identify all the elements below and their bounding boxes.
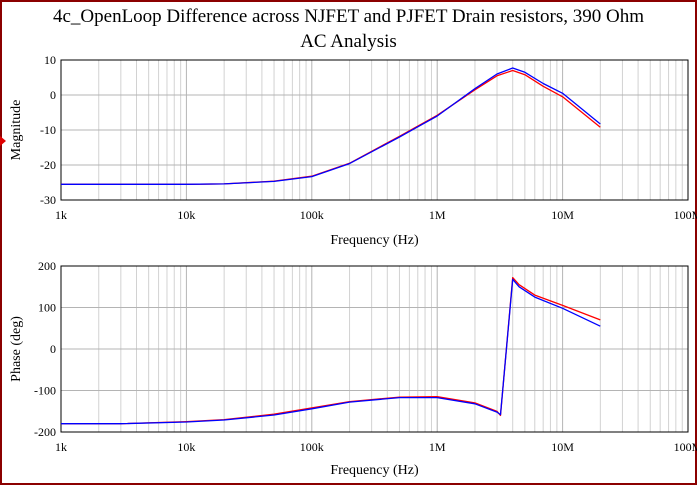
phase-x-tick-label: 100k bbox=[300, 440, 324, 454]
chart-title: 4c_OpenLoop Difference across NJFET and … bbox=[52, 6, 644, 27]
phase-x-axis-label: Frequency (Hz) bbox=[330, 463, 419, 478]
magnitude-x-tick-label: 10k bbox=[177, 208, 195, 222]
chart-subtitle: AC Analysis bbox=[300, 31, 397, 52]
magnitude-x-axis-label: Frequency (Hz) bbox=[330, 233, 419, 248]
magnitude-x-tick-label: 100k bbox=[300, 208, 324, 222]
magnitude-y-tick-label: 10 bbox=[44, 53, 56, 67]
phase-x-tick-label: 10k bbox=[177, 440, 195, 454]
magnitude-x-tick-label: 1M bbox=[429, 208, 446, 222]
phase-series-blue-line bbox=[61, 278, 601, 425]
cursor-marker-icon bbox=[0, 136, 6, 146]
phase-x-tick-label: 1M bbox=[429, 440, 446, 454]
phase-y-tick-label: 0 bbox=[50, 342, 56, 356]
magnitude-y-tick-label: -10 bbox=[40, 123, 56, 137]
phase-y-tick-label: 200 bbox=[38, 259, 56, 273]
magnitude-y-tick-label: 0 bbox=[50, 88, 56, 102]
phase-x-tick-label: 1k bbox=[55, 440, 67, 454]
phase-x-tick-label: 100M bbox=[674, 440, 697, 454]
magnitude-series-blue-line bbox=[61, 67, 601, 185]
magnitude-y-tick-label: -20 bbox=[40, 158, 56, 172]
phase-y-tick-label: -100 bbox=[34, 384, 56, 398]
magnitude-x-tick-label: 1k bbox=[55, 208, 67, 222]
phase-axes-frame bbox=[60, 265, 689, 433]
magnitude-axes-frame bbox=[60, 59, 689, 201]
phase-x-tick-label: 10M bbox=[551, 440, 574, 454]
phase-y-axis-label: Phase (deg) bbox=[9, 316, 24, 382]
phase-y-tick-label: -200 bbox=[34, 425, 56, 439]
phase-chart: 1k 10k 100k 1M 10M 100M -200 -100 0 100 200 Frequen… bbox=[9, 259, 697, 478]
magnitude-x-tick-label: 10M bbox=[551, 208, 574, 222]
magnitude-y-tick-label: -30 bbox=[40, 193, 56, 207]
phase-y-tick-label: 100 bbox=[38, 301, 56, 315]
magnitude-x-tick-label: 100M bbox=[674, 208, 697, 222]
magnitude-chart: 1k 10k 100k 1M 10M 100M -30 -20 -10 0 10 Frequency … bbox=[9, 53, 697, 248]
magnitude-y-axis-label: Magnitude bbox=[9, 100, 24, 161]
